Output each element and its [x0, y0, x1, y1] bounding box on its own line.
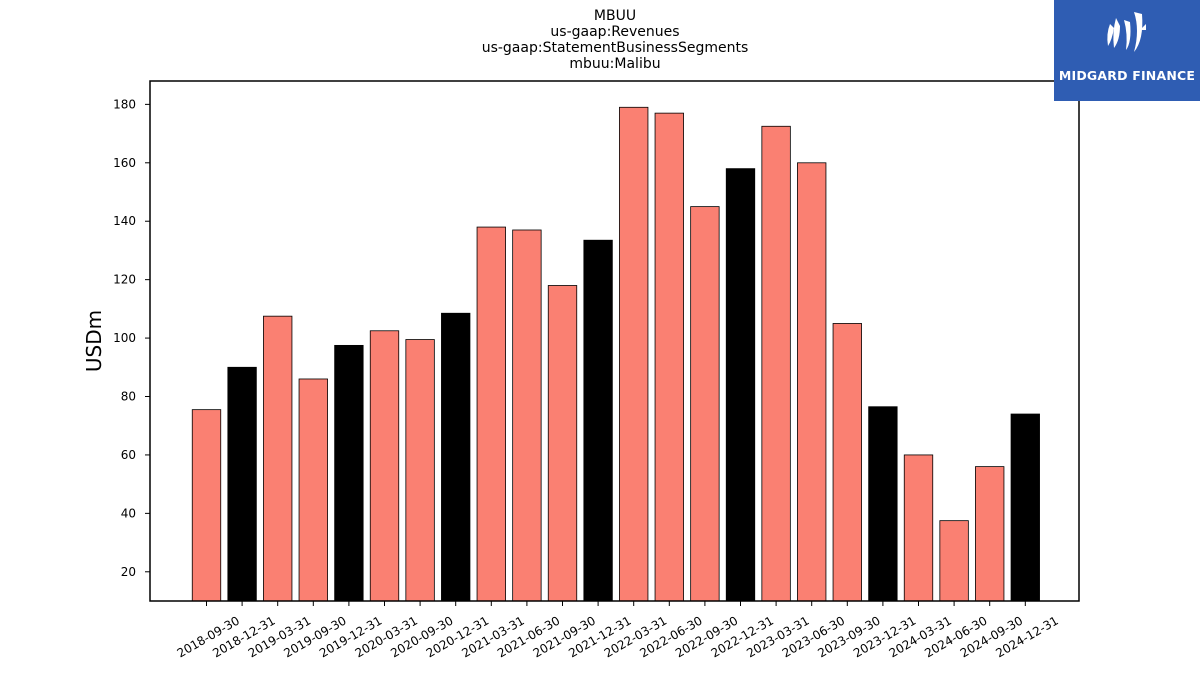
- y-tick-label: 80: [121, 390, 136, 404]
- bar-2023-03-31: [761, 125, 791, 602]
- bar-2024-12-31: [1010, 413, 1040, 602]
- bar-2021-12-31: [583, 239, 613, 602]
- y-tick-label: 120: [113, 273, 136, 287]
- bar-2018-09-30: [191, 409, 222, 602]
- y-tick-label: 140: [113, 214, 136, 228]
- x-axis: 2018-09-302018-12-312019-03-312019-09-30…: [175, 601, 1061, 660]
- bar-2024-09-30: [975, 466, 1005, 602]
- bar-2020-09-30: [405, 339, 435, 602]
- chart-title-line-1: MBUU: [594, 8, 636, 24]
- bar-2022-03-31: [619, 106, 649, 602]
- bar-2022-06-30: [654, 112, 684, 602]
- bar-2020-03-31: [369, 330, 400, 602]
- y-tick-label: 100: [113, 331, 136, 345]
- chart-title: MBUU us-gaap:Revenues us-gaap:StatementB…: [482, 8, 749, 72]
- bar-2024-06-30: [939, 520, 969, 602]
- bar-2019-03-31: [263, 315, 293, 602]
- chart-title-line-3: us-gaap:StatementBusinessSegments: [482, 40, 749, 56]
- plot-frame: [149, 80, 1080, 602]
- bar-2023-09-30: [832, 323, 862, 602]
- bars-layer: [191, 106, 1040, 602]
- bar-2018-12-31: [227, 366, 257, 602]
- y-tick-label: 60: [121, 448, 136, 462]
- bar-2022-09-30: [690, 206, 720, 602]
- midgard-logo-icon: [1107, 12, 1146, 52]
- y-tick-label: 180: [113, 97, 136, 111]
- y-axis-label: USDm: [82, 310, 106, 372]
- y-axis: 20 40 60 80 100 120 140 160 180: [113, 97, 150, 579]
- brand-name: MIDGARD FINANCE: [1058, 68, 1196, 83]
- bar-2023-06-30: [797, 162, 827, 602]
- bar-2019-09-30: [298, 378, 328, 602]
- bar-2021-06-30: [512, 229, 542, 602]
- y-tick-label: 160: [113, 156, 136, 170]
- bar-2020-12-31: [441, 312, 471, 602]
- bar-2021-03-31: [476, 226, 506, 602]
- bar-2024-03-31: [903, 454, 934, 602]
- bar-2021-09-30: [547, 285, 578, 602]
- bar-2022-12-31: [725, 168, 756, 602]
- bar-2023-12-31: [868, 406, 898, 602]
- bar-2019-12-31: [334, 344, 364, 602]
- y-tick-label: 40: [121, 506, 136, 520]
- y-tick-label: 20: [121, 565, 136, 579]
- chart-title-line-4: mbuu:Malibu: [569, 56, 660, 72]
- chart-title-line-2: us-gaap:Revenues: [550, 24, 679, 40]
- brand-logo: MIDGARD FINANCE: [1054, 0, 1200, 101]
